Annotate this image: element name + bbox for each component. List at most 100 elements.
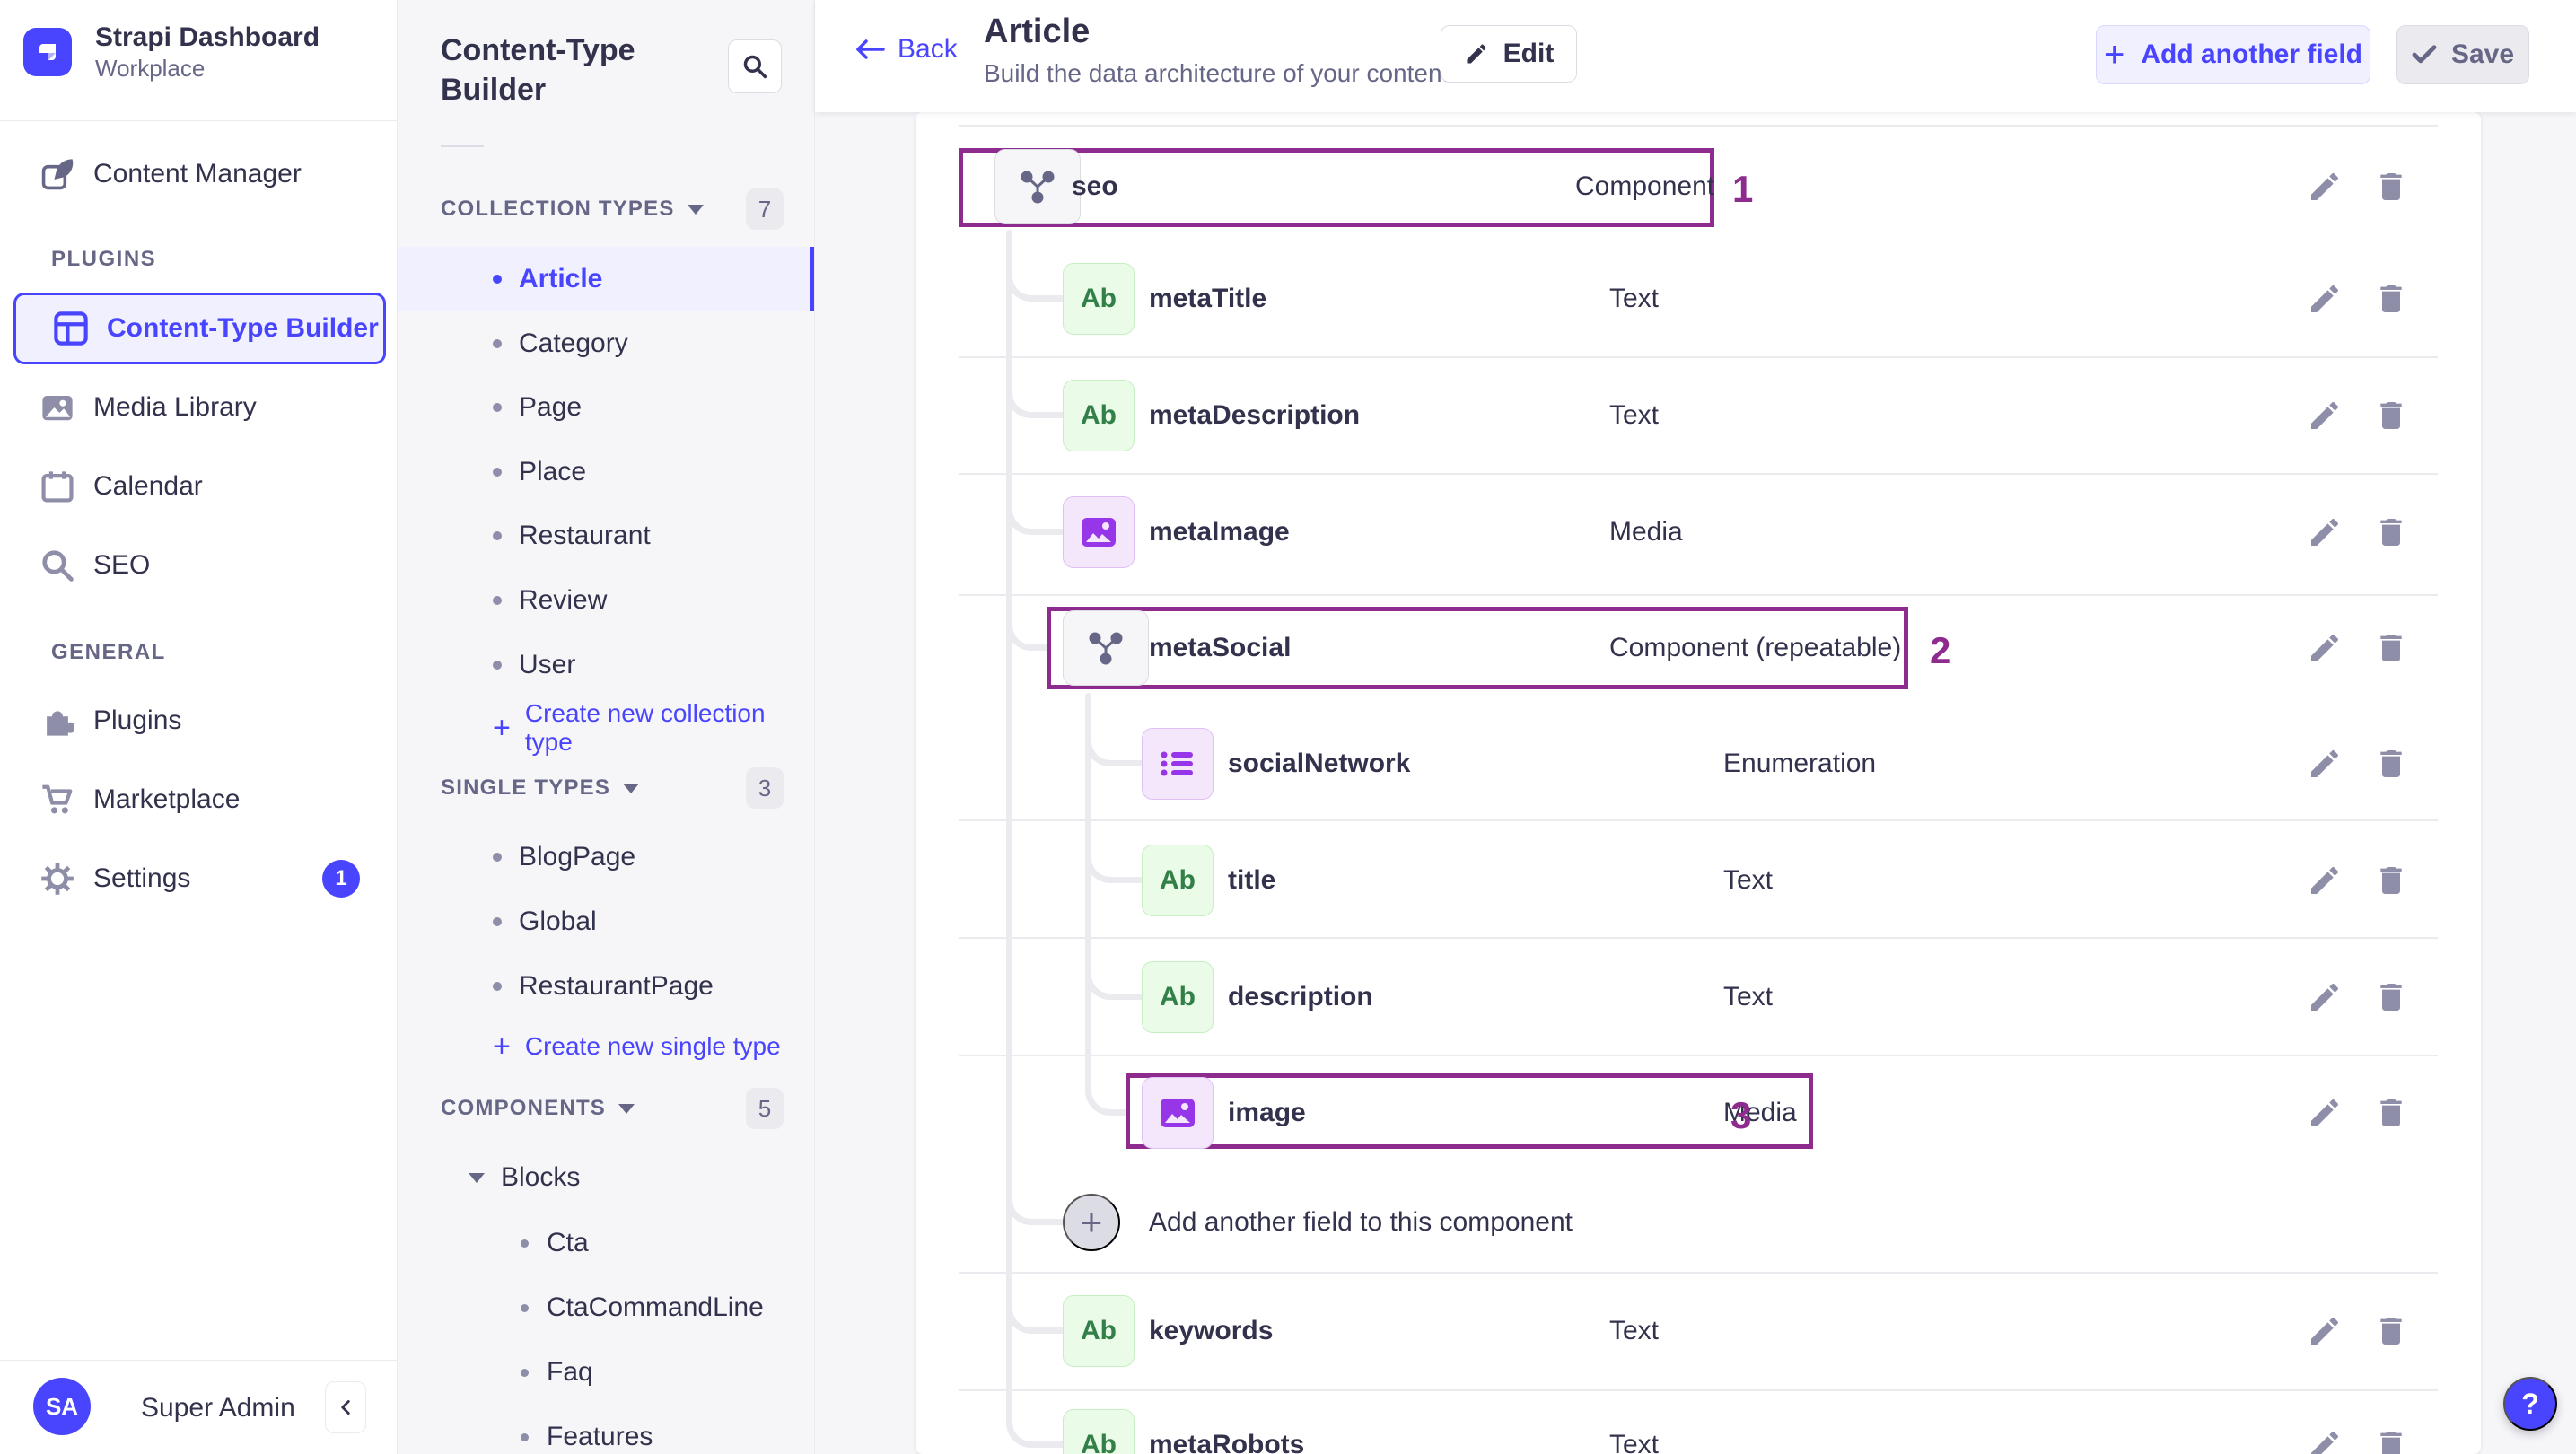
delete-field-button[interactable]	[2370, 511, 2413, 554]
chevron-down-icon	[469, 1172, 485, 1183]
delete-field-button[interactable]	[2370, 742, 2413, 785]
field-row-metatitle[interactable]: Ab metaTitle Text	[916, 259, 2481, 338]
chevron-down-icon	[687, 204, 704, 215]
collection-type-user[interactable]: User	[398, 633, 814, 697]
field-row-image[interactable]: image Media	[916, 1073, 2481, 1152]
collection-type-review[interactable]: Review	[398, 568, 814, 633]
strapi-logo-icon	[23, 28, 72, 76]
edit-button[interactable]: Edit	[1441, 25, 1577, 83]
text-icon: Ab	[1063, 1295, 1135, 1367]
field-row-description[interactable]: Ab description Text	[916, 958, 2481, 1037]
sidebar-section-general: GENERAL	[51, 640, 166, 664]
sidebar-item-label: Calendar	[93, 471, 203, 501]
create-single-type-link[interactable]: + Create new single type	[493, 1021, 781, 1072]
edit-field-button[interactable]	[2303, 277, 2346, 320]
delete-field-button[interactable]	[2370, 1423, 2413, 1454]
field-row-socialnetwork[interactable]: socialNetwork Enumeration	[916, 724, 2481, 803]
trash-icon	[2380, 519, 2402, 546]
edit-field-button[interactable]	[2303, 511, 2346, 554]
edit-field-button[interactable]	[2303, 1423, 2346, 1454]
bullet-icon	[521, 1303, 529, 1312]
edit-field-button[interactable]	[2303, 626, 2346, 670]
media-icon	[1142, 1077, 1214, 1149]
sidebar-item-calendar[interactable]: Calendar	[0, 447, 398, 526]
sidebar-item-content-type-builder[interactable]: Content-Type Builder	[13, 293, 386, 364]
text-icon: Ab	[1063, 263, 1135, 335]
avatar[interactable]: SA	[33, 1378, 91, 1435]
sidebar-item-marketplace[interactable]: Marketplace	[0, 760, 398, 839]
single-type-blogpage[interactable]: BlogPage	[398, 825, 814, 889]
pencil-icon	[2311, 1317, 2338, 1345]
collection-type-page[interactable]: Page	[398, 375, 814, 440]
delete-field-button[interactable]	[2370, 626, 2413, 670]
collection-type-category[interactable]: Category	[398, 311, 814, 376]
sidebar-item-content-manager[interactable]: Content Manager	[0, 135, 398, 214]
collection-type-label: User	[519, 650, 576, 679]
single-type-label: Global	[519, 907, 597, 936]
tree-elbow	[1085, 958, 1142, 1000]
back-link[interactable]: Back	[854, 34, 958, 65]
collapse-sidebar-button[interactable]	[325, 1381, 366, 1433]
collection-types-header[interactable]: COLLECTION TYPES	[441, 189, 704, 229]
field-row-metaimage[interactable]: metaImage Media	[916, 493, 2481, 572]
sidebar-item-plugins[interactable]: Plugins	[0, 681, 398, 760]
delete-field-button[interactable]	[2370, 1309, 2413, 1353]
edit-field-button[interactable]	[2303, 859, 2346, 902]
search-icon	[743, 55, 767, 79]
field-row-metadescription[interactable]: Ab metaDescription Text	[916, 376, 2481, 455]
sidebar-item-media-library[interactable]: Media Library	[0, 368, 398, 447]
field-name: metaDescription	[1149, 400, 1361, 430]
delete-field-button[interactable]	[2370, 976, 2413, 1019]
component-cta[interactable]: Cta	[398, 1211, 814, 1275]
components-header[interactable]: COMPONENTS	[441, 1089, 635, 1128]
field-row-keywords[interactable]: Ab keywords Text	[916, 1292, 2481, 1371]
edit-field-button[interactable]	[2303, 1091, 2346, 1134]
single-types-header[interactable]: SINGLE TYPES	[441, 768, 640, 808]
field-row-seo[interactable]: seo Component	[916, 147, 2481, 226]
single-type-global[interactable]: Global	[398, 889, 814, 954]
sidebar-item-seo[interactable]: SEO	[0, 526, 398, 605]
edit-field-button[interactable]	[2303, 165, 2346, 208]
field-row-metarobots[interactable]: Ab metaRobots Text	[916, 1406, 2481, 1454]
create-collection-type-link[interactable]: + Create new collection type	[493, 699, 814, 756]
save-button[interactable]: Save	[2396, 25, 2529, 84]
component-group-label: Blocks	[501, 1162, 581, 1192]
add-field-to-component-button[interactable]: +	[1063, 1194, 1120, 1251]
delete-field-button[interactable]	[2370, 277, 2413, 320]
search-button[interactable]	[728, 39, 782, 93]
collection-type-place[interactable]: Place	[398, 440, 814, 504]
bullet-icon	[493, 596, 502, 605]
field-row-metasocial[interactable]: metaSocial Component (repeatable)	[916, 609, 2481, 688]
delete-field-button[interactable]	[2370, 394, 2413, 437]
edit-field-button[interactable]	[2303, 1309, 2346, 1353]
bullet-icon	[493, 403, 502, 412]
collection-type-article[interactable]: Article	[398, 247, 814, 311]
component-ctacommandline[interactable]: CtaCommandLine	[398, 1275, 814, 1340]
bullet-icon	[493, 339, 502, 348]
sidebar-item-settings[interactable]: Settings 1	[0, 839, 398, 918]
help-button[interactable]: ?	[2503, 1377, 2557, 1431]
field-row-title[interactable]: Ab title Text	[916, 841, 2481, 920]
delete-field-button[interactable]	[2370, 859, 2413, 902]
collection-type-restaurant[interactable]: Restaurant	[398, 504, 814, 568]
field-name: seo	[1072, 171, 1118, 201]
collection-type-label: Restaurant	[519, 521, 651, 550]
component-group-blocks[interactable]: Blocks	[469, 1145, 580, 1210]
annotation-box-3	[1126, 1073, 1813, 1149]
add-field-to-component-label[interactable]: Add another field to this component	[1149, 1207, 1573, 1237]
add-another-field-button[interactable]: + Add another field	[2096, 25, 2370, 84]
delete-field-button[interactable]	[2370, 1091, 2413, 1134]
edit-field-button[interactable]	[2303, 742, 2346, 785]
puzzle-icon	[39, 703, 75, 739]
sidebar-item-label: Media Library	[93, 392, 257, 422]
component-faq[interactable]: Faq	[398, 1340, 814, 1405]
edit-field-button[interactable]	[2303, 976, 2346, 1019]
single-type-restaurantpage[interactable]: RestaurantPage	[398, 954, 814, 1019]
divider	[0, 120, 397, 121]
tree-line	[1085, 693, 1091, 1091]
edit-field-button[interactable]	[2303, 394, 2346, 437]
media-icon	[1063, 496, 1135, 568]
delete-field-button[interactable]	[2370, 165, 2413, 208]
component-features[interactable]: Features	[398, 1405, 814, 1454]
component-label: Features	[547, 1422, 653, 1451]
